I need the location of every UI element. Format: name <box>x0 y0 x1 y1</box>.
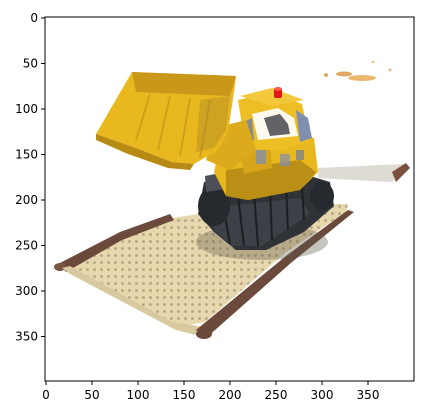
beacon-light <box>274 87 282 98</box>
y-tick-label: 300 <box>15 284 38 298</box>
bucket <box>96 72 236 170</box>
x-tick-label: 50 <box>84 388 99 402</box>
y-tick-label: 350 <box>15 330 38 344</box>
y-tick-label: 100 <box>15 102 38 116</box>
x-tick-label: 250 <box>265 388 288 402</box>
bulldozer-image <box>45 17 414 381</box>
y-tick-label: 50 <box>23 57 38 71</box>
y-tick-label: 250 <box>15 239 38 253</box>
x-tick-label: 300 <box>311 388 334 402</box>
x-tick-label: 350 <box>357 388 380 402</box>
cab <box>238 88 312 150</box>
x-tick-label: 100 <box>127 388 150 402</box>
x-tick-label: 0 <box>42 388 50 402</box>
x-tick-label: 150 <box>173 388 196 402</box>
floating-debris <box>324 60 392 81</box>
x-tick-label: 200 <box>219 388 242 402</box>
y-axis: 0 50 100 150 200 250 300 350 <box>15 11 45 344</box>
x-axis: 0 50 100 150 200 250 300 350 <box>42 381 379 402</box>
back-rail <box>318 164 404 182</box>
y-tick-label: 0 <box>30 11 38 25</box>
y-tick-label: 150 <box>15 148 38 162</box>
y-tick-label: 200 <box>15 193 38 207</box>
